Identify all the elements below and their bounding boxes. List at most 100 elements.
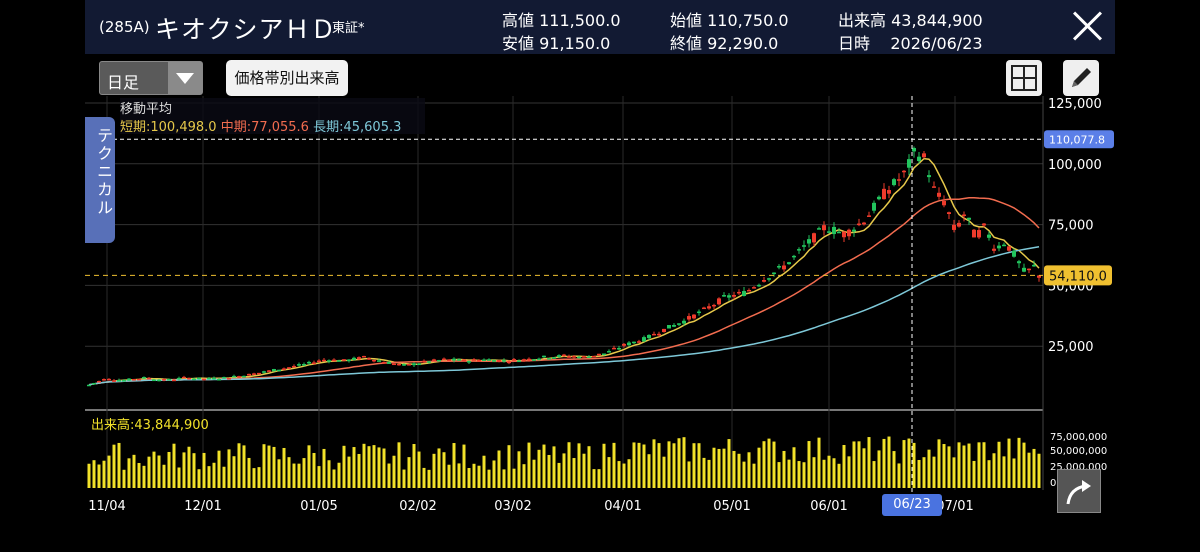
volume-bar [362,443,366,488]
candle-body [592,355,596,358]
technical-tab[interactable]: テクニカル [85,117,115,243]
reset-view-button[interactable] [1057,469,1101,513]
candle-body [1027,268,1031,271]
volume-bar [577,443,581,488]
crosshair-date-badge: 06/23 [882,494,942,516]
volume-bar [422,467,426,488]
crosshair-price-tag [1044,130,1114,149]
volume-bar [247,457,251,488]
volume-bar [132,454,136,488]
candle-body [662,328,666,333]
volume-bar [477,465,481,488]
date-axis-label: 05/01 [713,499,750,514]
candle-body [192,378,196,381]
volume-bar [282,447,286,488]
volume-bar [617,461,621,488]
candle-body [362,355,366,358]
candle-body [357,357,361,360]
volume-bar [147,456,151,488]
volume-bar [817,437,821,488]
volume-axis-label: 75,000,000 [1050,432,1107,443]
candle-body [87,384,91,387]
candle-body [457,359,461,361]
candle-body [637,341,641,343]
candle-body [762,280,766,282]
price-axis-label: 25,000 [1048,340,1094,355]
volume-bar [267,445,271,488]
candle-body [117,380,121,382]
volume-bar [387,463,391,488]
volume-bar [342,445,346,488]
candle-body [397,363,401,366]
candle-body [987,234,991,238]
volume-bar [212,462,216,488]
volume-bar [697,443,701,488]
volume-bar [492,460,496,488]
candle-body [727,295,731,298]
volume-bar [217,450,221,488]
candle-body [1032,264,1036,267]
volume-bar [722,448,726,488]
volume-bar [277,459,281,488]
candle-body [612,347,616,350]
volume-bar [812,457,816,488]
volume-bar [1037,453,1041,488]
candle-body [647,334,651,339]
volume-bar [907,438,911,488]
candle-body [367,358,371,360]
candle-body [432,359,436,361]
date-axis-label: 11/04 [88,499,125,514]
crosshair-price-text: 110,077.8 [1049,133,1105,146]
candle-body [977,230,981,238]
quote-datetime: 日時 2026/06/23 [838,34,983,53]
volume-bar [837,463,841,488]
volume-bar [547,454,551,488]
volume-bar [777,462,781,488]
volume-bar [457,463,461,488]
volume-bar [107,455,111,488]
volume-bar [512,468,516,488]
volume-bar [1022,442,1026,488]
volume-bar [292,463,296,488]
candle-body [847,229,851,237]
volume-bar [332,469,336,488]
price-axis-label: 125,000 [1048,97,1102,112]
volume-bar [672,443,676,488]
volume-bar [857,441,861,488]
candle-body [462,359,466,362]
volume-bar [757,447,761,488]
candle-body [667,325,671,329]
volume-bar [497,450,501,488]
volume-bar [432,453,436,488]
volume-bar [402,469,406,488]
date-axis-label: 07/01 [936,499,973,514]
volume-bar [682,437,686,488]
volume-bar [927,449,931,488]
candle-body [1022,267,1026,272]
candle-body [127,378,131,381]
candle-body [807,239,811,244]
volume-bar [892,451,896,488]
volume-bar [657,443,661,488]
candle-body [447,359,451,361]
draw-button[interactable] [1063,60,1099,96]
period-select[interactable]: 日足 [99,61,203,95]
volume-bar [502,469,506,488]
candle-body [787,262,791,265]
ma-long-value: 長期:45,605.3 [313,120,402,135]
volume-profile-button[interactable]: 価格帯別出来高 [226,60,348,96]
volume-bar [517,451,521,488]
volume-bar [902,440,906,488]
candle-body [292,365,296,368]
layout-button[interactable] [1006,60,1042,96]
candle-body [537,358,541,361]
volume-bar [552,446,556,488]
volume-bar [347,456,351,488]
candle-body [582,356,586,358]
candle-body [672,325,676,327]
volume-bar [937,439,941,488]
volume-bar [677,438,681,488]
volume-bar [407,457,411,488]
candle-body [212,377,216,380]
